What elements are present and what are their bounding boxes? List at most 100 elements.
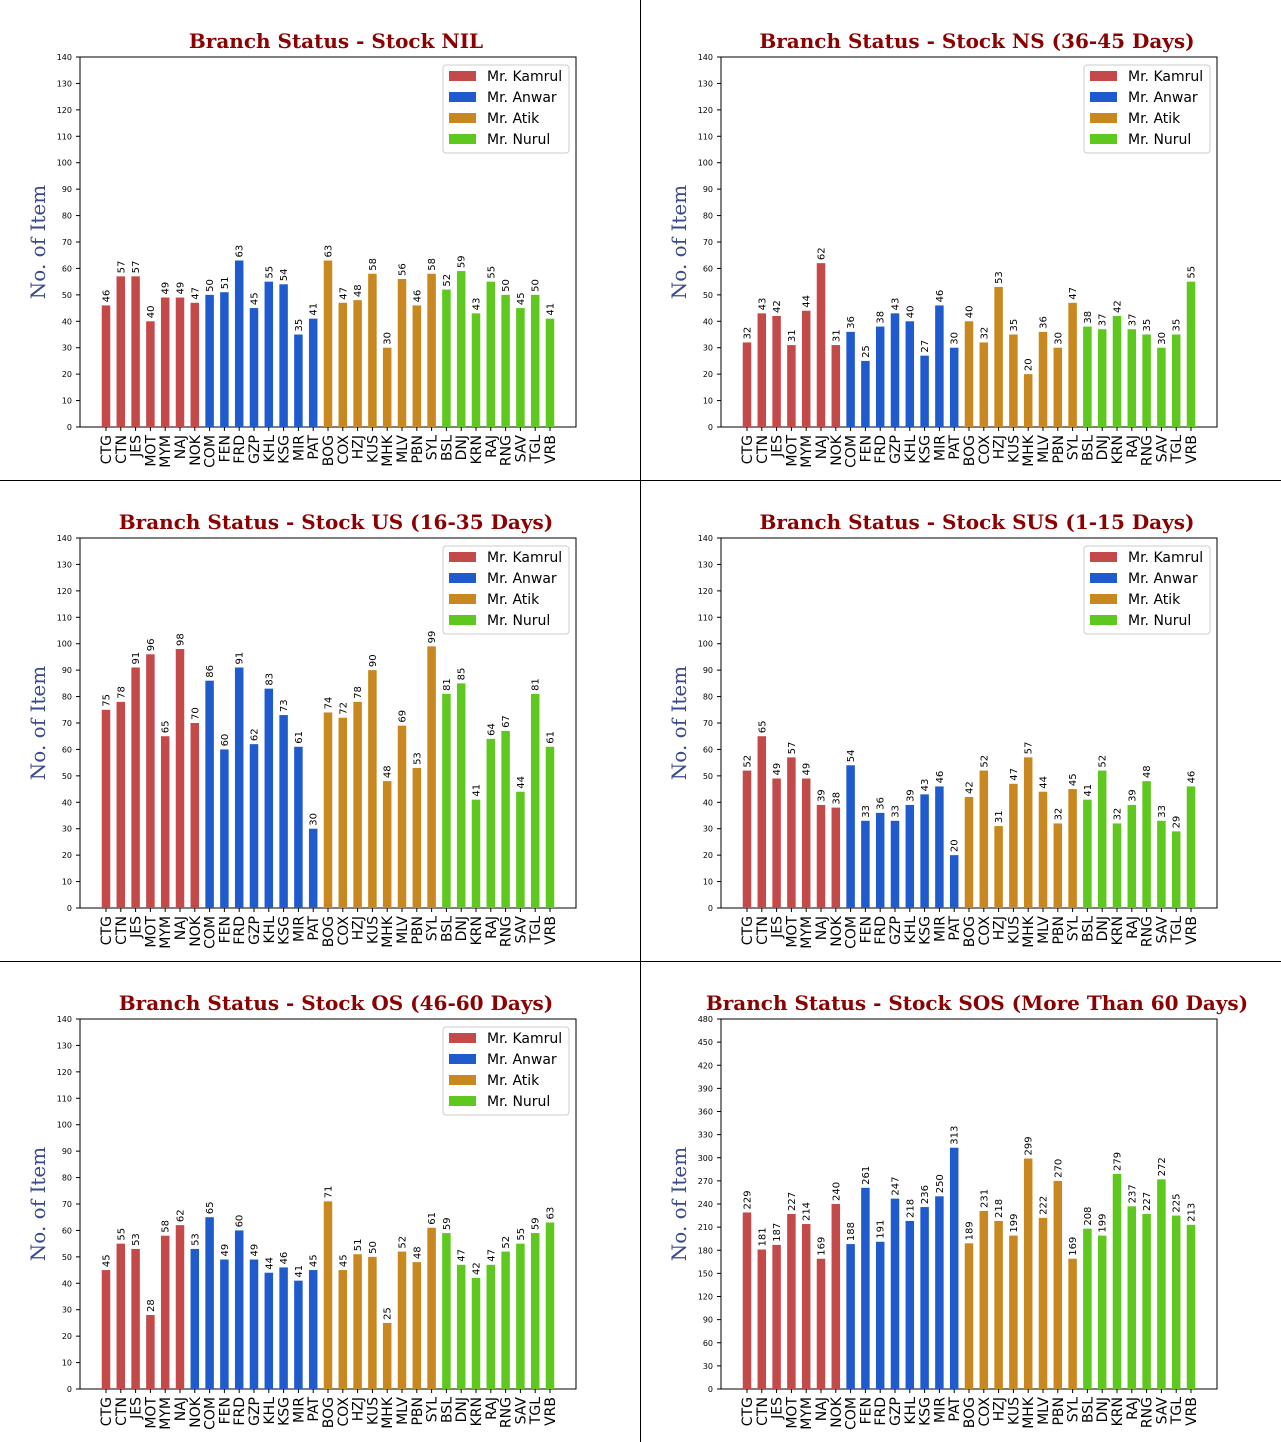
- x-tick-label: RAJ: [1125, 1397, 1141, 1420]
- bar-syl: [1068, 302, 1077, 427]
- x-tick-label: RAJ: [1125, 435, 1141, 458]
- bar-mlv: [397, 1251, 407, 1389]
- chart-svg: Branch Status - Stock NIL No. of Item 0 10 2…: [26, 29, 577, 468]
- bar-value-label: 60: [235, 1215, 246, 1228]
- x-tick-label: RAJ: [484, 916, 500, 939]
- y-tick-label: 110: [57, 613, 72, 622]
- bar-value-label: 62: [250, 728, 261, 741]
- y-tick-label: 390: [698, 1084, 713, 1093]
- y-tick-label: 70: [62, 1200, 72, 1209]
- bar-value-label: 237: [1127, 1184, 1138, 1203]
- bar-jes: [772, 316, 781, 427]
- bar-fen: [861, 1187, 870, 1389]
- bar-value-label: 45: [102, 1254, 113, 1267]
- bar-pbn: [412, 1262, 422, 1389]
- bar-value-label: 169: [817, 1237, 828, 1256]
- y-axis-title: No. of Item: [667, 1147, 691, 1261]
- bar-value-label: 222: [1039, 1196, 1050, 1215]
- y-tick-label: 20: [703, 851, 713, 860]
- x-tick-label: COX: [977, 435, 993, 465]
- y-tick-label: 90: [703, 666, 713, 675]
- y-tick-label: 80: [703, 693, 713, 702]
- y-tick-label: 0: [67, 1385, 72, 1394]
- bar-krn: [1112, 823, 1122, 908]
- bar-vrb: [1186, 786, 1196, 908]
- y-tick-label: 10: [62, 397, 72, 406]
- bar-dnj: [456, 1264, 466, 1389]
- chart-panel-stock-os: Branch Status - Stock OS (46-60 Days) No.…: [0, 962, 640, 1442]
- bar-value-label: 60: [220, 734, 231, 747]
- legend-label: Mr. Anwar: [487, 90, 557, 106]
- x-tick-label: DNJ: [1095, 916, 1111, 941]
- bar-value-label: 25: [861, 345, 872, 358]
- x-tick-label: TGL: [1169, 435, 1185, 463]
- legend-box: [442, 64, 570, 154]
- bar-jes: [131, 1248, 140, 1389]
- chart-title: Branch Status - Stock SOS (More Than 60 …: [706, 991, 1248, 1015]
- bar-value-label: 35: [1009, 319, 1020, 332]
- x-tick-label: FRD: [232, 1397, 248, 1426]
- y-tick-label: 30: [703, 1362, 713, 1371]
- x-tick-label: SAV: [1154, 1397, 1170, 1425]
- bar-gzp: [890, 313, 900, 427]
- bar-value-label: 47: [1009, 768, 1020, 781]
- bar-value-label: 69: [398, 710, 409, 723]
- bar-pbn: [412, 305, 422, 427]
- y-tick-label: 80: [62, 1174, 72, 1183]
- x-tick-label: RNG: [1140, 435, 1156, 466]
- bar-value-label: 99: [427, 631, 438, 644]
- bar-mlv: [397, 279, 407, 427]
- bar-value-label: 61: [546, 731, 557, 744]
- x-tick-label: MLV: [395, 435, 411, 463]
- bar-khl: [905, 1220, 915, 1389]
- bar-value-label: 49: [802, 763, 813, 776]
- bar-mym: [160, 1235, 170, 1389]
- y-tick-label: 0: [708, 1385, 713, 1394]
- bar-value-label: 55: [1187, 266, 1198, 279]
- bar-mot: [787, 757, 796, 908]
- bar-value-label: 44: [802, 295, 813, 308]
- bar-pbn: [1053, 1180, 1063, 1389]
- bar-value-label: 90: [368, 654, 379, 667]
- bar-naj: [175, 1225, 185, 1389]
- x-tick-label: KUS: [1006, 1397, 1022, 1425]
- bar-sav: [516, 308, 525, 427]
- legend-box: [442, 1026, 570, 1116]
- bar-value-label: 49: [772, 763, 783, 776]
- x-tick-label: NAJ: [814, 916, 830, 940]
- x-tick-label: PAT: [947, 435, 963, 460]
- bar-value-label: 49: [250, 1244, 261, 1257]
- x-tick-label: BOG: [962, 916, 978, 947]
- x-tick-label: MHK: [380, 434, 396, 467]
- x-tick-label: DNJ: [454, 1397, 470, 1422]
- bar-value-label: 57: [1024, 742, 1035, 755]
- y-tick-label: 120: [698, 106, 713, 115]
- x-tick-label: DNJ: [454, 916, 470, 941]
- bar-mir: [935, 305, 944, 427]
- bar-value-label: 43: [472, 298, 483, 311]
- bar-value-label: 45: [338, 1254, 349, 1267]
- bar-hzj: [994, 826, 1003, 908]
- bar-jes: [131, 276, 140, 427]
- bar-value-label: 67: [501, 715, 512, 728]
- bar-value-label: 270: [1053, 1159, 1064, 1178]
- bar-pbn: [1053, 823, 1063, 908]
- bar-value-label: 42: [1113, 300, 1124, 313]
- bar-jes: [772, 778, 781, 908]
- bar-value-label: 57: [131, 261, 142, 274]
- bar-value-label: 47: [190, 287, 201, 300]
- chart-panel-stock-sus: Branch Status - Stock SUS (1-15 Days) No.…: [641, 481, 1281, 961]
- y-tick-label: 0: [67, 904, 72, 913]
- x-tick-label: PAT: [306, 916, 322, 941]
- x-tick-label: DNJ: [1095, 1397, 1111, 1422]
- legend-label: Mr. Anwar: [487, 1052, 557, 1068]
- y-tick-label: 50: [62, 291, 72, 300]
- x-tick-label: MLV: [1036, 435, 1052, 463]
- bar-naj: [816, 1258, 826, 1389]
- bar-value-label: 199: [1098, 1214, 1109, 1233]
- bar-value-label: 52: [979, 755, 990, 768]
- bar-value-label: 48: [383, 765, 394, 778]
- bar-value-label: 227: [787, 1192, 798, 1211]
- bar-sav: [516, 1243, 525, 1389]
- bar-pat: [308, 318, 318, 427]
